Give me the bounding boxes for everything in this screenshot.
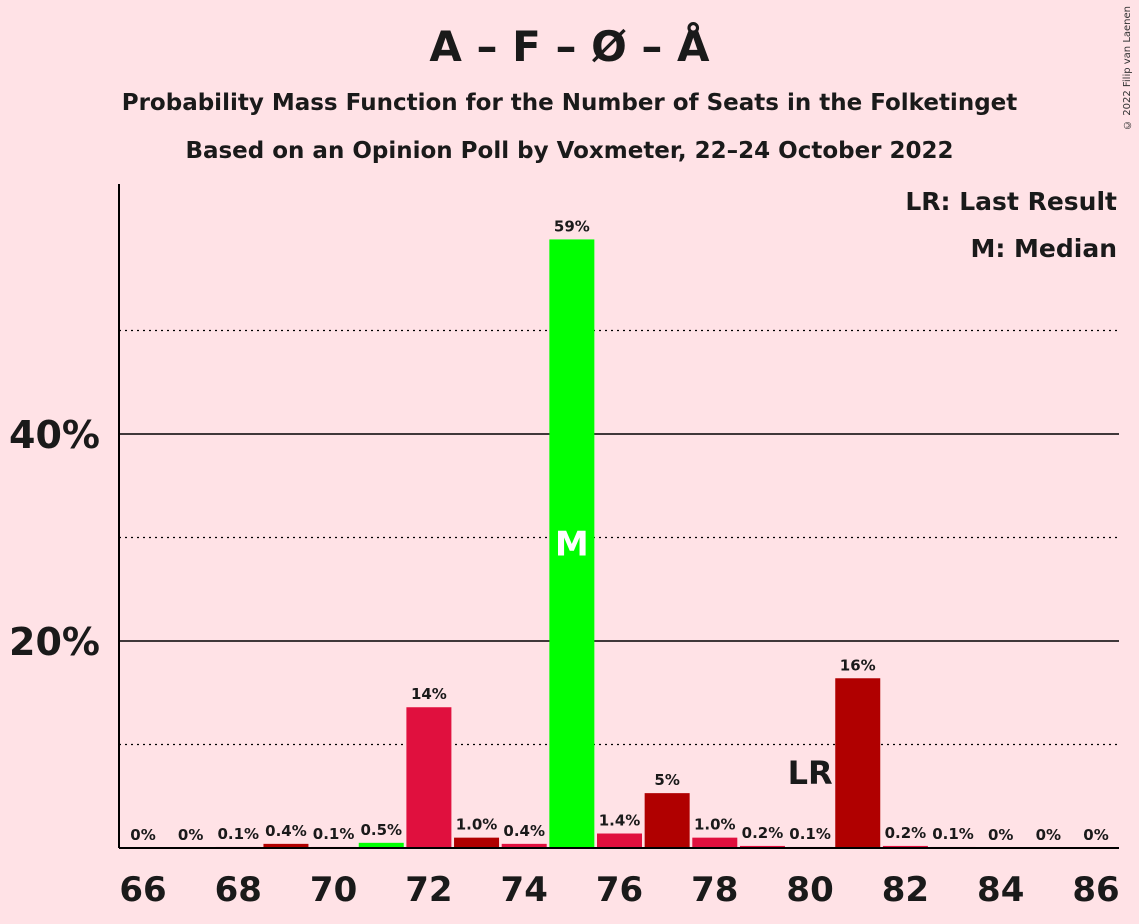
bar-value-label: 0.2% <box>742 824 784 842</box>
last-result-marker: LR <box>788 754 833 792</box>
bar-value-label: 16% <box>840 656 876 674</box>
bar-seat-71 <box>358 842 404 848</box>
bar-seat-78 <box>692 837 738 848</box>
bar-value-label: 0.1% <box>313 825 355 843</box>
bar-value-label: 1.0% <box>694 816 736 834</box>
x-tick-label: 86 <box>1072 870 1119 910</box>
x-tick-label: 76 <box>596 870 643 910</box>
legend-entry: LR: Last Result <box>905 187 1117 216</box>
x-tick-label: 74 <box>501 870 548 910</box>
bar-seat-69 <box>263 843 309 848</box>
bar-seat-79 <box>739 845 785 848</box>
x-tick-label: 80 <box>786 870 833 910</box>
bar-value-label: 1.4% <box>599 812 641 830</box>
bar-value-label: 0% <box>1083 826 1108 844</box>
bar-seat-77 <box>644 793 690 848</box>
bar-seat-76 <box>597 833 642 848</box>
x-tick-label: 72 <box>405 870 452 910</box>
x-tick-label: 70 <box>310 870 357 910</box>
x-tick-label: 78 <box>691 870 738 910</box>
chart-title: A – F – Ø – Å <box>429 22 710 71</box>
bar-value-label: 0% <box>1036 826 1061 844</box>
x-tick-label: 68 <box>215 870 262 910</box>
bar-seat-81 <box>835 678 881 848</box>
bar-seat-72 <box>406 707 452 848</box>
bar-seat-75 <box>549 239 595 849</box>
bar-value-label: 0.1% <box>789 825 831 843</box>
bar-value-label: 0.1% <box>932 825 974 843</box>
bar-seat-74 <box>501 843 547 848</box>
bar-value-label: 0.4% <box>265 822 307 840</box>
bar-value-label: 0.5% <box>360 821 402 839</box>
bar-value-label: 5% <box>654 771 679 789</box>
x-tick-label: 82 <box>882 870 929 910</box>
bar-seat-73 <box>454 837 500 848</box>
chart-subtitle-poll: Based on an Opinion Poll by Voxmeter, 22… <box>185 138 954 164</box>
bar-seat-82 <box>882 845 928 848</box>
y-tick-label: 40% <box>9 413 100 457</box>
x-tick-label: 84 <box>977 870 1024 910</box>
x-tick-label: 66 <box>119 870 166 910</box>
bar-value-label: 0.2% <box>885 824 927 842</box>
y-tick-label: 20% <box>9 620 100 664</box>
bar-value-label: 0% <box>130 826 155 844</box>
bar-value-label: 0.1% <box>217 825 259 843</box>
chart-subtitle: Probability Mass Function for the Number… <box>121 90 1018 116</box>
median-marker: M <box>555 525 589 565</box>
bar-value-label: 0.4% <box>503 822 545 840</box>
legend-entry: M: Median <box>970 234 1117 263</box>
bar-value-label: 1.0% <box>456 816 498 834</box>
bar-value-label: 0% <box>988 826 1013 844</box>
bar-value-label: 0% <box>178 826 203 844</box>
bar-value-label: 59% <box>554 217 590 235</box>
bar-value-label: 14% <box>411 685 447 703</box>
